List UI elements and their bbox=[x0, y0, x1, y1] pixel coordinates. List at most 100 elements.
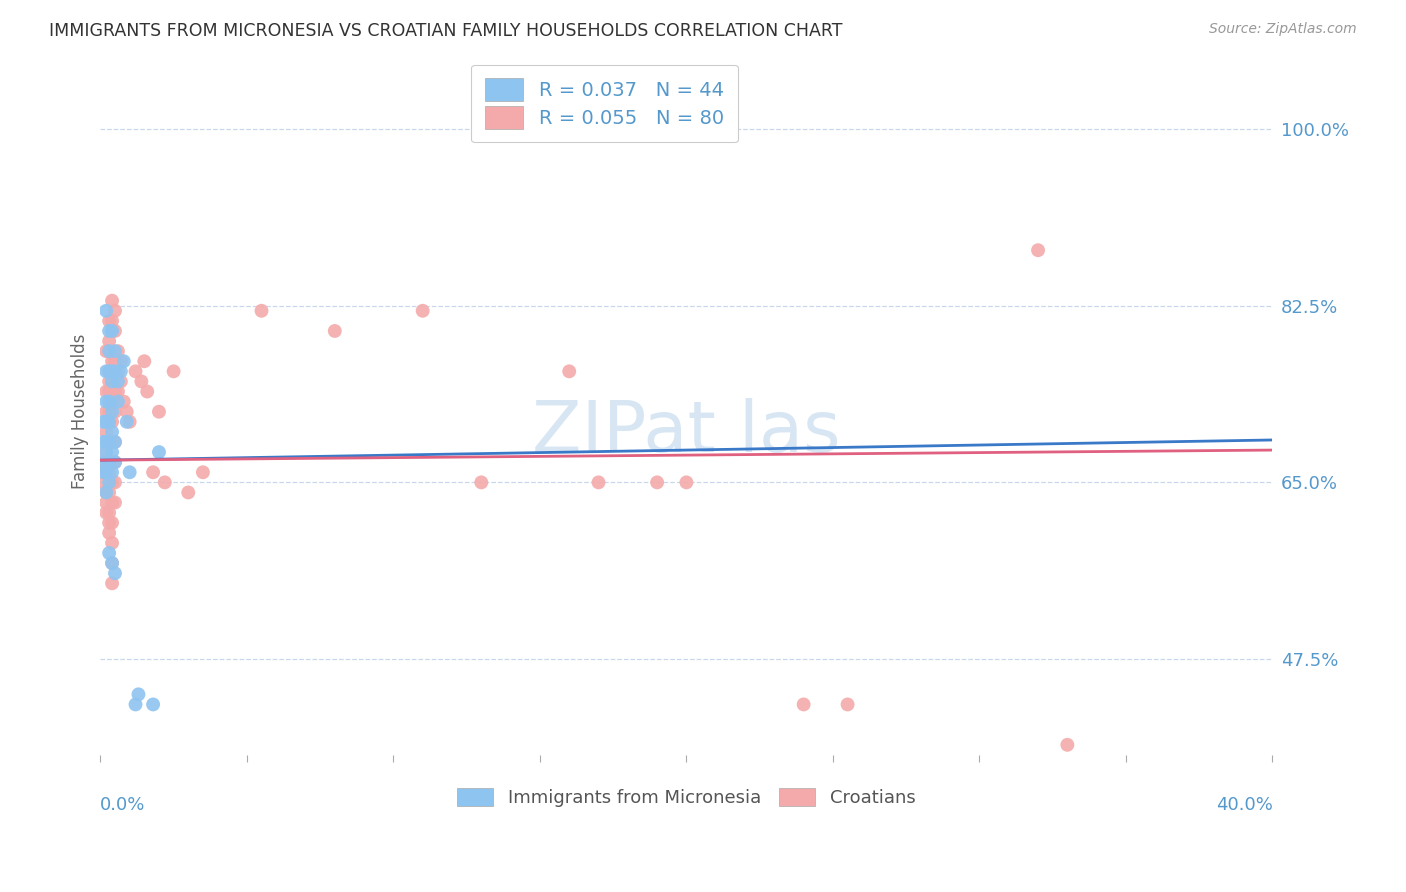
Point bbox=[101, 536, 124, 550]
Point bbox=[110, 364, 132, 378]
Point bbox=[136, 384, 159, 399]
Point bbox=[91, 475, 114, 490]
Point bbox=[98, 405, 121, 419]
Point bbox=[107, 375, 129, 389]
Point bbox=[101, 435, 124, 450]
Point bbox=[96, 506, 118, 520]
Point bbox=[101, 415, 124, 429]
Point bbox=[98, 415, 121, 429]
Text: ZIPat las: ZIPat las bbox=[531, 398, 841, 467]
Point bbox=[96, 415, 118, 429]
Point bbox=[104, 495, 127, 509]
Point bbox=[98, 506, 121, 520]
Point bbox=[98, 455, 121, 469]
Point bbox=[110, 375, 132, 389]
Point bbox=[96, 394, 118, 409]
Point bbox=[98, 465, 121, 479]
Point bbox=[98, 364, 121, 378]
Point bbox=[191, 465, 214, 479]
Point bbox=[96, 485, 118, 500]
Point bbox=[104, 566, 127, 581]
Point bbox=[837, 698, 859, 712]
Point bbox=[323, 324, 346, 338]
Point bbox=[142, 698, 165, 712]
Point bbox=[101, 556, 124, 570]
Point bbox=[127, 687, 149, 701]
Point bbox=[1026, 244, 1049, 258]
Point bbox=[91, 465, 114, 479]
Point bbox=[101, 405, 124, 419]
Point bbox=[101, 516, 124, 530]
Point bbox=[98, 415, 121, 429]
Point bbox=[104, 364, 127, 378]
Point bbox=[101, 455, 124, 469]
Point bbox=[101, 465, 124, 479]
Point bbox=[118, 415, 141, 429]
Point bbox=[115, 415, 138, 429]
Point bbox=[96, 435, 118, 450]
Text: 0.0%: 0.0% bbox=[100, 796, 146, 814]
Point bbox=[101, 364, 124, 378]
Point bbox=[96, 485, 118, 500]
Point bbox=[91, 435, 114, 450]
Point bbox=[412, 303, 434, 318]
Point bbox=[107, 394, 129, 409]
Point bbox=[96, 384, 118, 399]
Point bbox=[98, 516, 121, 530]
Point bbox=[101, 324, 124, 338]
Point bbox=[98, 344, 121, 359]
Point bbox=[104, 435, 127, 450]
Point bbox=[91, 455, 114, 469]
Point bbox=[104, 324, 127, 338]
Point bbox=[96, 425, 118, 439]
Point bbox=[104, 455, 127, 469]
Point bbox=[96, 405, 118, 419]
Point bbox=[110, 354, 132, 368]
Point bbox=[101, 354, 124, 368]
Point bbox=[101, 445, 124, 459]
Point bbox=[101, 314, 124, 328]
Point bbox=[101, 495, 124, 509]
Point bbox=[91, 415, 114, 429]
Point bbox=[162, 364, 184, 378]
Point bbox=[588, 475, 610, 490]
Point bbox=[98, 384, 121, 399]
Point bbox=[96, 445, 118, 459]
Point bbox=[101, 293, 124, 308]
Point bbox=[101, 576, 124, 591]
Point bbox=[101, 394, 124, 409]
Point bbox=[153, 475, 176, 490]
Point bbox=[107, 344, 129, 359]
Point bbox=[470, 475, 492, 490]
Point bbox=[98, 435, 121, 450]
Point bbox=[645, 475, 668, 490]
Point bbox=[98, 314, 121, 328]
Point bbox=[793, 698, 815, 712]
Point bbox=[98, 455, 121, 469]
Text: 40.0%: 40.0% bbox=[1216, 796, 1272, 814]
Point bbox=[104, 364, 127, 378]
Point bbox=[96, 344, 118, 359]
Point bbox=[98, 525, 121, 540]
Point bbox=[112, 354, 135, 368]
Point bbox=[107, 364, 129, 378]
Point bbox=[98, 485, 121, 500]
Point bbox=[118, 465, 141, 479]
Point bbox=[134, 354, 156, 368]
Text: IMMIGRANTS FROM MICRONESIA VS CROATIAN FAMILY HOUSEHOLDS CORRELATION CHART: IMMIGRANTS FROM MICRONESIA VS CROATIAN F… bbox=[49, 22, 842, 40]
Point bbox=[115, 405, 138, 419]
Point bbox=[104, 435, 127, 450]
Point bbox=[104, 384, 127, 399]
Point bbox=[96, 303, 118, 318]
Point bbox=[104, 475, 127, 490]
Point bbox=[96, 364, 118, 378]
Point bbox=[98, 324, 121, 338]
Text: Source: ZipAtlas.com: Source: ZipAtlas.com bbox=[1209, 22, 1357, 37]
Point bbox=[91, 455, 114, 469]
Point bbox=[104, 303, 127, 318]
Point bbox=[104, 405, 127, 419]
Point bbox=[1056, 738, 1078, 752]
Point bbox=[98, 546, 121, 560]
Point bbox=[101, 556, 124, 570]
Point bbox=[250, 303, 273, 318]
